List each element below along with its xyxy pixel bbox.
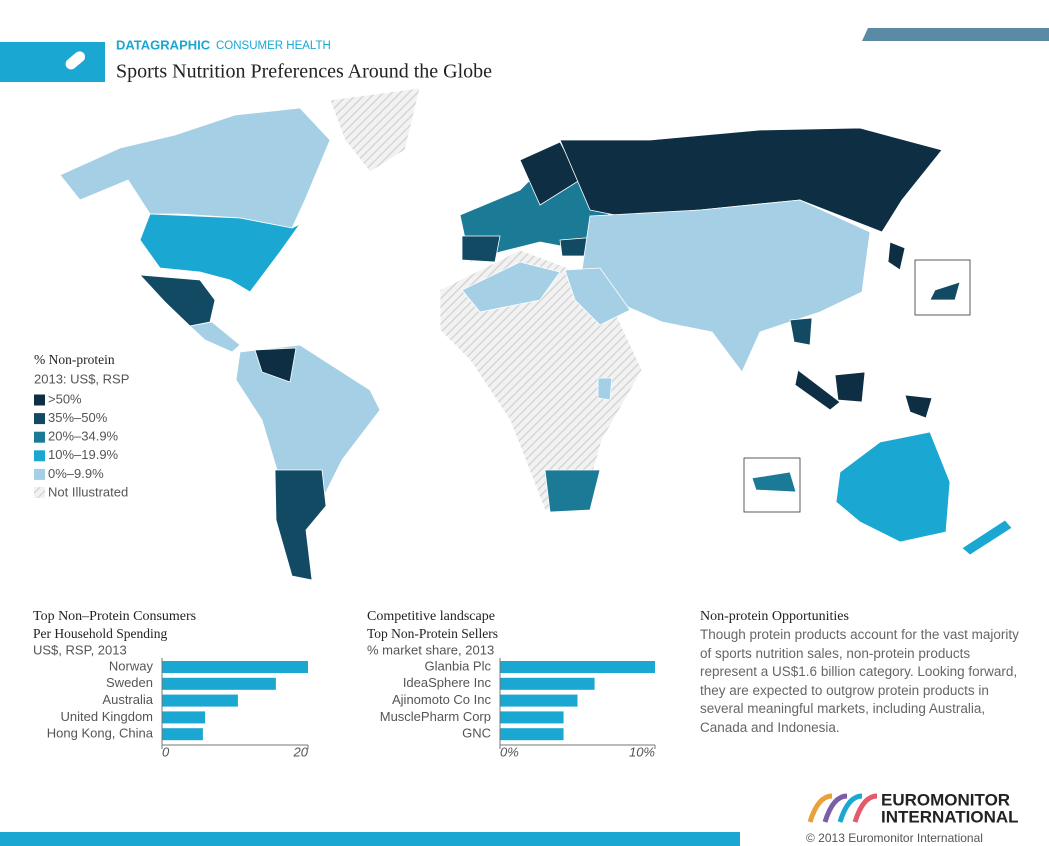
chart-units: US$, RSP, 2013 bbox=[33, 642, 127, 657]
legend-swatch bbox=[34, 487, 45, 498]
title: Sports Nutrition Preferences Around the … bbox=[116, 61, 492, 83]
bar bbox=[162, 694, 238, 707]
legend-swatch bbox=[34, 413, 45, 425]
legend: >50% 35%–50% 20%–34.9% 10%–19.9% 0%–9.9% bbox=[34, 391, 119, 481]
x-tick-label: 10% bbox=[629, 744, 655, 759]
legend-subtitle: 2013: US$, RSP bbox=[34, 371, 129, 386]
copyright: © 2013 Euromonitor International bbox=[806, 831, 983, 845]
legend-label: 0%–9.9% bbox=[48, 466, 104, 481]
bar bbox=[162, 711, 206, 724]
section-body: Though protein products account for the … bbox=[700, 627, 1019, 735]
x-tick-label: 20 bbox=[293, 744, 309, 759]
logo-mark bbox=[807, 793, 878, 823]
brand: DATAGRAPHIC bbox=[116, 37, 211, 52]
header-band bbox=[0, 42, 105, 82]
legend-label: 20%–34.9% bbox=[48, 429, 119, 444]
bar bbox=[500, 711, 564, 724]
world-map bbox=[59, 87, 1013, 581]
legend-label: 10%–19.9% bbox=[48, 447, 119, 462]
legend-swatch bbox=[34, 468, 45, 480]
chart-subtitle: Top Non-Protein Sellers bbox=[367, 626, 498, 641]
legend-swatch bbox=[34, 394, 45, 406]
bar bbox=[500, 728, 564, 741]
bar bbox=[500, 661, 655, 673]
y-tick-label: GNC bbox=[462, 726, 491, 741]
bar bbox=[500, 677, 595, 690]
legend-label: Not Illustrated bbox=[48, 484, 128, 499]
x-tick-label: 0 bbox=[162, 744, 170, 759]
chart-subtitle: Per Household Spending bbox=[33, 626, 167, 641]
pill-icon bbox=[65, 51, 86, 70]
legend-swatch bbox=[34, 450, 45, 462]
legend-label: 35%–50% bbox=[48, 410, 108, 425]
bar bbox=[162, 728, 203, 741]
top-bar bbox=[862, 28, 1049, 41]
chart-title: Top Non–Protein Consumers bbox=[33, 609, 196, 624]
y-tick-label: Norway bbox=[109, 658, 154, 673]
chart-title: Competitive landscape bbox=[367, 609, 495, 624]
y-tick-label: MusclePharm Corp bbox=[380, 709, 491, 724]
logo-text: INTERNATIONAL bbox=[881, 807, 1019, 826]
legend-label: >50% bbox=[48, 391, 82, 406]
y-tick-label: Ajinomoto Co Inc bbox=[392, 692, 491, 707]
logo-text: EUROMONITOR bbox=[881, 790, 1010, 809]
chart-units: % market share, 2013 bbox=[367, 642, 494, 657]
y-tick-label: Sweden bbox=[106, 675, 153, 690]
y-tick-label: Hong Kong, China bbox=[47, 726, 154, 741]
y-tick-label: Glanbia Plc bbox=[425, 658, 492, 673]
y-tick-label: IdeaSphere Inc bbox=[403, 675, 492, 690]
x-tick-label: 0% bbox=[500, 744, 519, 759]
section: CONSUMER HEALTH bbox=[216, 40, 331, 52]
legend-title: % Non-protein bbox=[34, 352, 115, 367]
bar bbox=[162, 677, 276, 690]
y-tick-label: United Kingdom bbox=[61, 709, 154, 724]
legend-swatch bbox=[34, 431, 45, 443]
y-tick-label: Australia bbox=[102, 692, 153, 707]
bar bbox=[500, 694, 578, 707]
bar bbox=[162, 661, 308, 673]
bottom-bar bbox=[0, 832, 740, 846]
section-title: Non-protein Opportunities bbox=[700, 609, 849, 624]
